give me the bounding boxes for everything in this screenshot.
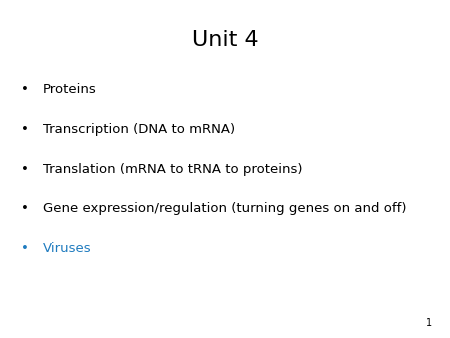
Text: •: • [21, 242, 29, 255]
Text: Gene expression/regulation (turning genes on and off): Gene expression/regulation (turning gene… [43, 202, 406, 215]
Text: 1: 1 [426, 318, 432, 328]
Text: •: • [21, 163, 29, 175]
Text: Translation (mRNA to tRNA to proteins): Translation (mRNA to tRNA to proteins) [43, 163, 302, 175]
Text: Proteins: Proteins [43, 83, 96, 96]
Text: •: • [21, 202, 29, 215]
Text: Viruses: Viruses [43, 242, 91, 255]
Text: •: • [21, 123, 29, 136]
Text: •: • [21, 83, 29, 96]
Text: Unit 4: Unit 4 [192, 30, 258, 50]
Text: Transcription (DNA to mRNA): Transcription (DNA to mRNA) [43, 123, 235, 136]
